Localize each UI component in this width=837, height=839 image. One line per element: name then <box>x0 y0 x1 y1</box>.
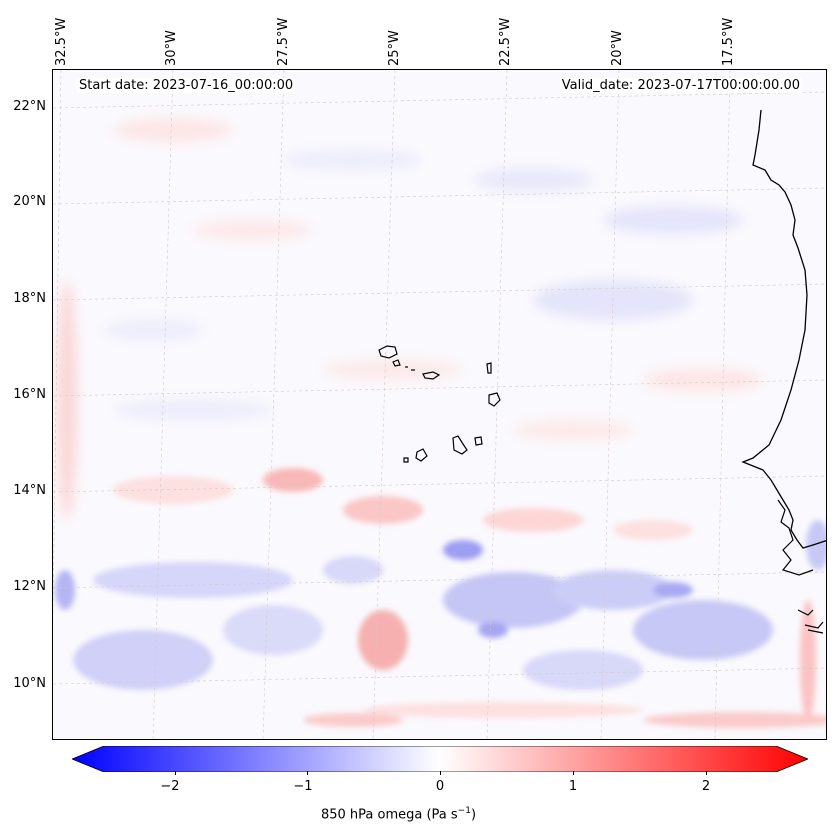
colorbar-tick-label: −1 <box>293 779 313 794</box>
lat-label-12n: 12°N <box>13 579 46 594</box>
colorbar-tick-label: 2 <box>701 779 711 794</box>
lat-label-22n: 22°N <box>13 99 46 114</box>
colorbar-label-end: ) <box>470 807 477 823</box>
colorbar-label-unit-exponent: −1 <box>457 806 471 816</box>
colorbar-tick-mark <box>440 771 441 775</box>
omega-field-convective-band <box>55 468 826 728</box>
lon-label-27-5w: 27.5°W <box>276 17 291 66</box>
lat-label-16n: 16°N <box>13 387 46 402</box>
colorbar-tick-label: 1 <box>568 779 578 794</box>
colorbar <box>70 745 810 773</box>
lon-label-22-5w: 22.5°W <box>498 17 513 66</box>
lat-label-14n: 14°N <box>13 483 46 498</box>
lon-label-30w: 30°W <box>164 30 179 66</box>
colorbar-tick-label: −2 <box>160 779 180 794</box>
map-panel: Start date: 2023-07-16_00:00:00 Valid_da… <box>52 69 827 740</box>
colorbar-tick-mark <box>706 771 707 775</box>
lon-label-20w: 20°W <box>610 30 625 66</box>
colorbar-tick-label: 0 <box>435 779 445 794</box>
lat-label-18n: 18°N <box>13 291 46 306</box>
start-date-text: Start date: 2023-07-16_00:00:00 <box>77 78 296 93</box>
graticule <box>53 70 826 739</box>
colorbar-gradient <box>70 745 810 773</box>
colorbar-label-main: 850 hPa omega (Pa s <box>320 807 458 823</box>
omega-field-map <box>53 70 826 739</box>
lon-label-32-5w: 32.5°W <box>54 17 69 66</box>
colorbar-label: 850 hPa omega (Pa s−1) <box>0 806 817 822</box>
coastline-detail <box>777 499 824 634</box>
africa-coastline <box>741 109 826 549</box>
omega-field-background <box>57 118 763 520</box>
valid-date-text: Valid_date: 2023-07-17T00:00:00.00 <box>559 78 802 93</box>
lon-label-17-5w: 17.5°W <box>721 17 736 66</box>
lat-label-10n: 10°N <box>13 676 46 691</box>
cape-verde-islands <box>378 345 501 463</box>
colorbar-tick-mark <box>175 771 176 775</box>
lat-label-20n: 20°N <box>13 194 46 209</box>
lon-label-25w: 25°W <box>387 30 402 66</box>
colorbar-tick-mark <box>307 771 308 775</box>
colorbar-tick-mark <box>573 771 574 775</box>
